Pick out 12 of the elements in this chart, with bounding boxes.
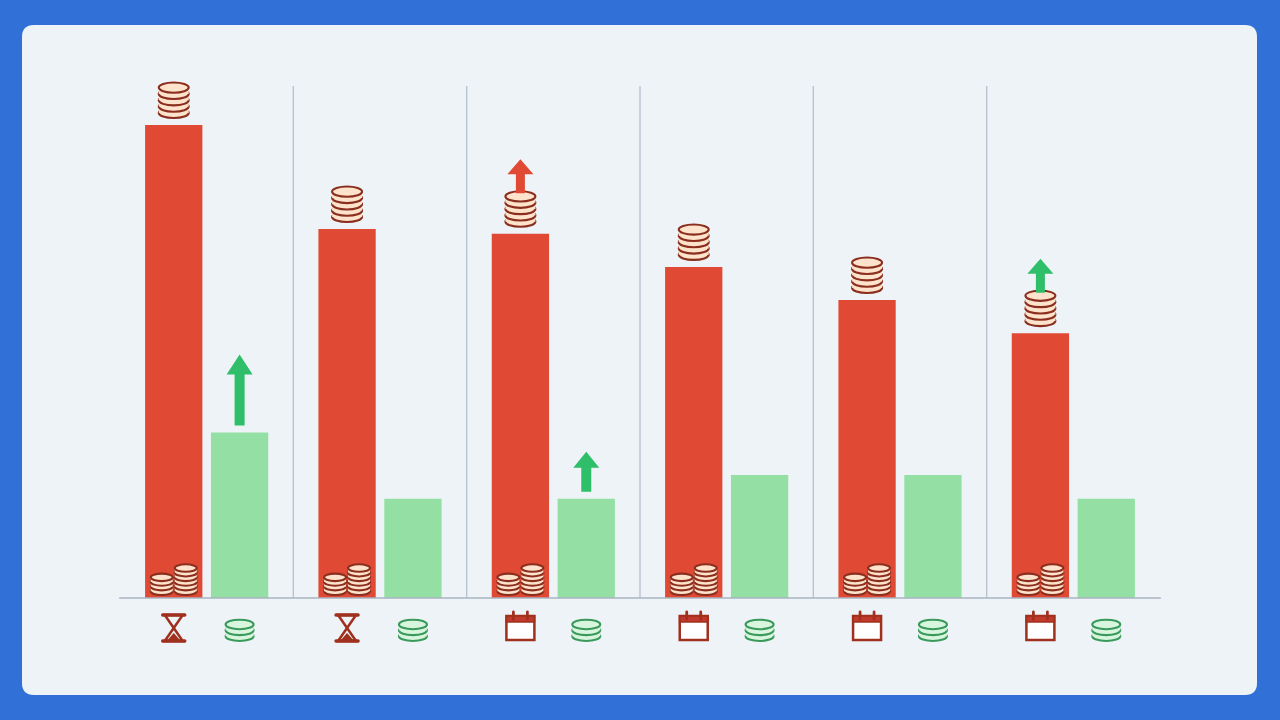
bar <box>145 125 203 598</box>
bar <box>904 475 962 598</box>
bar <box>1011 333 1070 598</box>
bar <box>730 475 789 598</box>
bar <box>838 300 896 598</box>
bar <box>1077 498 1135 598</box>
bar <box>665 266 723 598</box>
bar <box>384 498 442 598</box>
bar <box>491 233 550 598</box>
bar <box>318 229 376 598</box>
bar <box>557 498 615 598</box>
bar <box>210 432 269 598</box>
